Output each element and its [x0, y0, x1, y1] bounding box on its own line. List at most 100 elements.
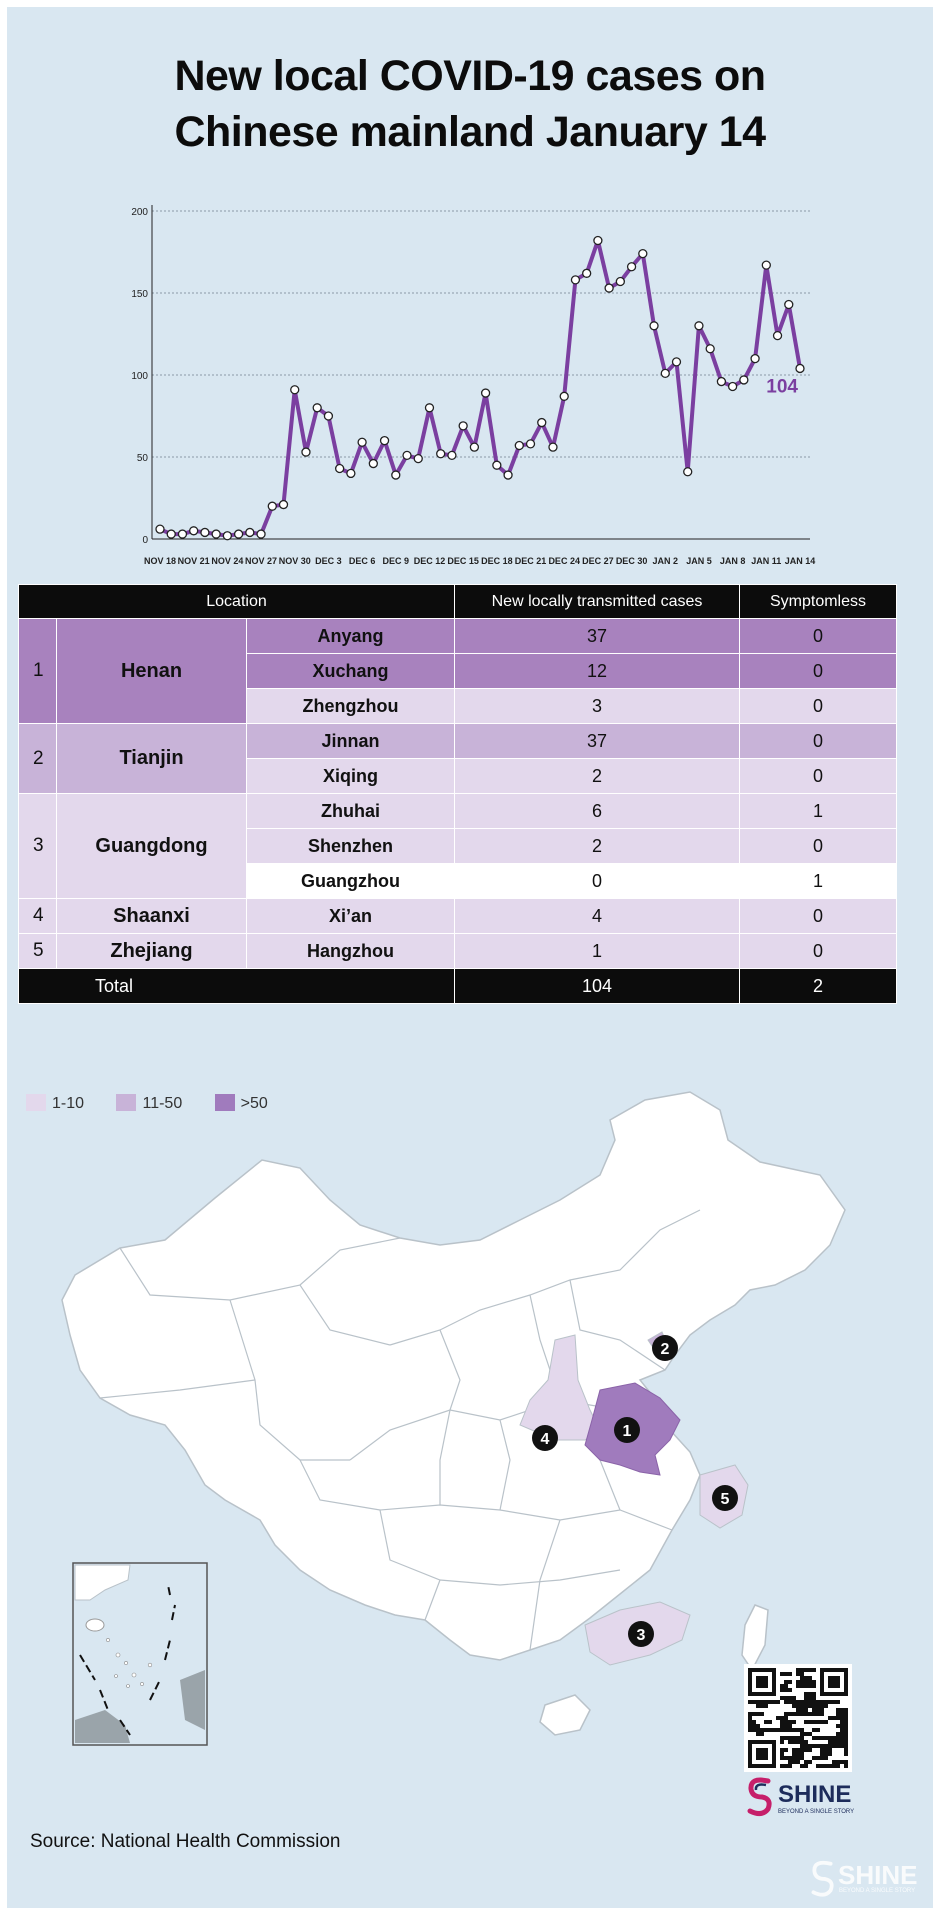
data-point	[155, 524, 165, 534]
table-header-row: Location New locally transmitted cases S…	[18, 584, 897, 619]
legend-swatch-11-50	[116, 1094, 137, 1111]
data-point	[626, 262, 637, 272]
page-title: New local COVID-19 cases on Chinese main…	[0, 48, 940, 160]
map-marker-5: 5	[712, 1485, 738, 1511]
table-row: 4 Shaanxi Xi’an 4 0	[18, 898, 897, 934]
data-point	[604, 283, 614, 293]
rank-cell: 4	[18, 898, 57, 934]
data-point	[200, 527, 210, 538]
city-cell: Jinnan	[246, 723, 455, 759]
data-point	[413, 453, 423, 464]
data-point	[761, 260, 771, 270]
legend-label-1-10: 1-10	[52, 1095, 85, 1112]
symptomless-cell: 0	[739, 898, 897, 934]
data-point	[166, 529, 176, 539]
shine-watermark-icon	[811, 1860, 834, 1897]
symptomless-cell: 0	[739, 688, 897, 724]
y-tick-label: 150	[131, 289, 148, 300]
data-point	[379, 435, 390, 446]
city-cell: Shenzhen	[246, 828, 455, 864]
x-tick-label: DEC 24	[548, 556, 580, 566]
x-tick-label: NOV 27	[245, 556, 277, 566]
data-point	[582, 268, 592, 278]
qr-code-pattern	[748, 1668, 848, 1768]
table-row: Guangzhou 0 1	[19, 863, 897, 899]
data-point	[458, 421, 468, 431]
data-point	[694, 321, 704, 331]
title-line-2: Chinese mainland January 14	[174, 108, 766, 156]
title-line-1: New local COVID-19 cases on	[174, 52, 766, 100]
svg-text:5: 5	[721, 1491, 730, 1508]
cases-cell: 1	[454, 933, 740, 969]
legend-swatch-over-50	[214, 1094, 235, 1111]
table-total-row: Total 104 2	[18, 968, 897, 1004]
x-tick-label: JAN 5	[686, 556, 712, 566]
map-marker-3: 3	[628, 1621, 654, 1647]
data-point	[615, 276, 626, 287]
y-tick-label: 50	[137, 453, 149, 464]
data-point	[750, 353, 760, 364]
x-tick-label: JAN 11	[751, 556, 781, 566]
y-tick-label: 200	[131, 207, 148, 218]
symptomless-cell: 0	[739, 933, 897, 969]
shine-tagline: BEYOND A SINGLE STORY	[778, 1809, 855, 1815]
data-point	[593, 235, 603, 246]
data-point	[795, 363, 805, 374]
data-point	[548, 442, 558, 452]
y-tick-label: 0	[142, 535, 148, 546]
data-point	[570, 275, 581, 285]
symptomless-cell: 0	[739, 828, 897, 864]
x-tick-label: DEC 15	[447, 556, 479, 566]
shine-watermark-tagline: BEYOND A SINGLE STORY	[839, 1888, 916, 1894]
x-tick-label: DEC 12	[414, 556, 446, 566]
province-shaanxi	[519, 1334, 601, 1441]
rank-cell: 3	[18, 793, 57, 899]
qr-code[interactable]	[744, 1664, 852, 1772]
cases-cell: 2	[454, 758, 740, 794]
symptomless-cell: 0	[739, 723, 897, 759]
data-point	[727, 381, 738, 392]
cases-cell: 0	[454, 863, 740, 899]
data-point	[660, 368, 670, 379]
table-row: Shenzhen 2 0	[19, 828, 897, 864]
hainan-island	[539, 1694, 591, 1736]
data-point	[256, 529, 266, 539]
data-point	[716, 376, 727, 387]
data-point	[402, 450, 412, 461]
legend-label-11-50: 11-50	[142, 1095, 183, 1112]
y-tick-label: 100	[131, 371, 148, 382]
rank-cell: 2	[18, 723, 57, 794]
cases-cell: 3	[454, 688, 740, 724]
rank-cell: 5	[18, 933, 57, 969]
china-mainland-shape	[61, 1091, 846, 1661]
city-cell: Anyang	[246, 618, 455, 654]
data-point	[211, 529, 221, 539]
data-point	[739, 375, 749, 385]
x-tick-label: NOV 21	[178, 556, 210, 566]
city-cell: Zhengzhou	[246, 688, 455, 724]
x-tick-label: DEC 9	[383, 556, 410, 566]
data-point	[559, 391, 569, 401]
legend-swatch-1-10	[26, 1094, 46, 1111]
total-label: Total	[18, 968, 455, 1004]
city-cell: Guangzhou	[246, 863, 455, 899]
x-tick-label: DEC 30	[616, 556, 648, 566]
data-point	[290, 385, 300, 395]
data-point	[346, 468, 356, 479]
province-cell: Zhejiang	[56, 933, 247, 969]
table-row: 3 Guangdong Zhuhai 6 1	[18, 793, 897, 899]
taiwan-island	[741, 1604, 769, 1672]
province-cell: Shaanxi	[56, 898, 247, 934]
symptomless-cell: 0	[739, 653, 897, 689]
line-chart: 0 50 100 150 200 NOV 18 NOV 21 NOV 24 NOV 27 NOV …	[131, 205, 815, 566]
symptomless-cell: 1	[739, 863, 897, 899]
data-point	[189, 526, 199, 536]
data-point	[424, 403, 435, 413]
province-cell: Tianjin	[56, 723, 247, 794]
shine-logo-text: SHINE	[778, 1781, 852, 1808]
symptomless-cell: 0	[739, 758, 897, 794]
map-marker-4: 4	[532, 1425, 558, 1451]
table-row: 5 Zhejiang Hangzhou 1 0	[18, 933, 897, 969]
source-note: Source: National Health Commission	[30, 1831, 341, 1852]
table-row: Xuchang 12 0	[19, 653, 897, 689]
